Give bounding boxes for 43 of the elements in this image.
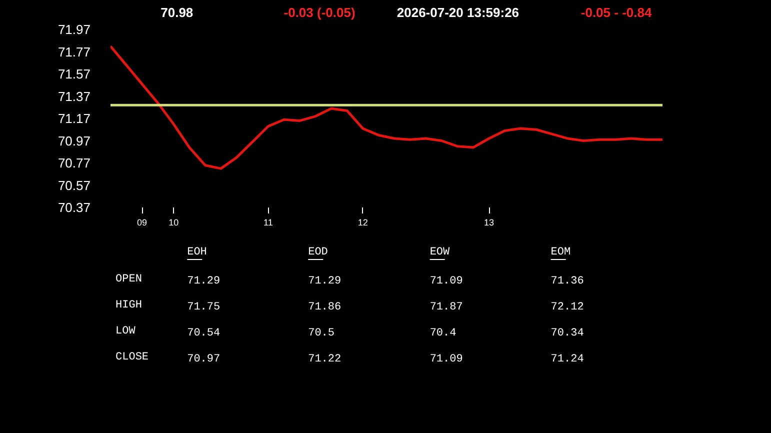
y-tick-label: 70.37 [58,200,91,215]
x-tick-label: 13 [484,218,494,228]
data-label: 71.22 [308,354,342,366]
text: 2026-07-20 13:59:26 [396,5,520,20]
text: -0.03 (-0.05) [284,5,356,20]
y-tick-label: 71.57 [58,66,91,82]
y-tick-label: 70.77 [58,156,91,170]
data-label: 72.12 [550,302,584,314]
y-tick-label: 71.97 [58,22,91,37]
x-tick-label: 09 [137,218,148,228]
data-label: 70.34 [550,328,584,340]
data-label: 71.87 [430,302,463,314]
y-tick-label: 70.97 [58,133,91,148]
y-tick-label: LOW [116,326,136,338]
y-tick-label: 71.37 [58,88,91,104]
y-tick-label: 71.77 [58,44,91,60]
data-label: 71.09 [430,276,463,288]
data-label: 71.75 [187,302,220,314]
data-label: 71.29 [308,276,342,288]
y-tick-label: CLOSE [116,352,149,364]
data-label: 71.24 [550,354,584,366]
x-tick-label: EOD [308,246,328,258]
y-tick-label: 70.57 [58,178,91,193]
data-label: 71.86 [308,302,342,314]
data-label: 70.4 [430,328,457,340]
text: -0.05 - -0.84 [580,5,652,20]
text: 70.98 [160,5,194,20]
data-label: 70.5 [308,328,335,340]
y-tick-label: 71.17 [58,111,91,126]
data-label: 70.54 [187,328,221,340]
x-tick-label: EOW [430,246,450,258]
y-tick-label: HIGH [116,300,142,312]
data-label: 71.29 [187,276,220,288]
x-tick-label: EOM [550,246,571,258]
data-label: 70.97 [187,354,220,366]
x-tick-label: 12 [358,218,368,228]
x-tick-label: 11 [264,218,273,228]
x-tick-label: 10 [168,218,179,228]
x-tick-label: EOH [187,246,207,258]
data-label: 71.36 [550,276,584,288]
y-tick-label: OPEN [116,274,142,286]
data-label: 71.09 [430,354,463,366]
line-series [110,44,662,170]
